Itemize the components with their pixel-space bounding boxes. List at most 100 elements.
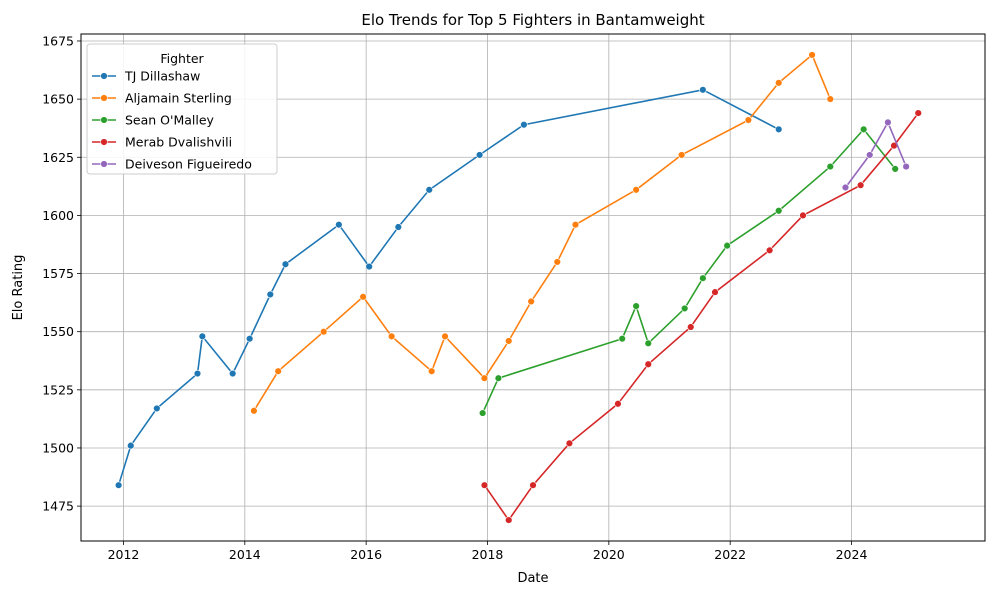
data-point xyxy=(571,221,580,229)
data-point xyxy=(723,241,731,250)
data-point xyxy=(808,51,816,59)
data-point xyxy=(891,165,899,173)
data-point xyxy=(799,211,807,220)
data-point xyxy=(365,262,373,271)
data-point xyxy=(425,186,433,194)
data-point xyxy=(266,290,274,299)
series-3 xyxy=(480,109,922,524)
y-tick-label: 1600 xyxy=(42,208,74,223)
y-tick-label: 1625 xyxy=(42,150,74,165)
data-point xyxy=(335,221,343,229)
data-point xyxy=(775,79,783,87)
data-point xyxy=(480,374,489,382)
data-point xyxy=(494,374,503,382)
y-tick-label: 1475 xyxy=(42,499,74,514)
data-point xyxy=(841,183,850,192)
data-point xyxy=(775,207,783,215)
plot-frame xyxy=(80,33,986,542)
grid-lines xyxy=(81,34,985,541)
y-tick-label: 1525 xyxy=(42,382,74,397)
y-axis-label: Elo Rating xyxy=(11,255,26,321)
series-line xyxy=(253,53,832,412)
legend-swatch-marker xyxy=(100,94,108,102)
series-line xyxy=(481,128,896,414)
data-point xyxy=(520,121,528,129)
data-point xyxy=(505,516,513,524)
data-point xyxy=(826,95,834,103)
data-point xyxy=(475,151,484,159)
data-point xyxy=(228,369,237,378)
x-tick-label: 2014 xyxy=(229,547,261,562)
data-point xyxy=(281,260,290,268)
data-point xyxy=(394,223,403,231)
data-point xyxy=(387,332,396,341)
data-point xyxy=(699,86,707,94)
data-point xyxy=(699,274,707,282)
y-tick-label: 1575 xyxy=(42,266,74,281)
x-tick-label: 2016 xyxy=(350,547,382,562)
y-tick-label: 1675 xyxy=(42,33,74,48)
data-point xyxy=(765,246,774,254)
x-tick-label: 2020 xyxy=(593,547,625,562)
data-point xyxy=(856,181,865,189)
data-point xyxy=(427,367,436,375)
data-point xyxy=(245,334,254,343)
data-point xyxy=(884,118,892,127)
x-axis-label: Date xyxy=(517,571,548,586)
legend-entry: Sean O'Malley xyxy=(125,113,215,128)
y-tick-label: 1650 xyxy=(42,92,74,107)
y-tick-label: 1500 xyxy=(42,440,74,455)
data-point xyxy=(711,288,719,296)
legend-box xyxy=(86,43,278,175)
data-point xyxy=(319,327,328,336)
data-point xyxy=(480,481,489,489)
x-tick-label: 2022 xyxy=(714,547,746,562)
axis-ticks: 2012 2014 2016 2018 2020 2022 2024 1475 1500 1525… xyxy=(42,33,867,562)
data-point xyxy=(914,109,922,117)
data-point xyxy=(680,304,689,313)
data-point xyxy=(687,323,695,331)
legend-entry: Aljamain Sterling xyxy=(125,91,232,106)
data-point xyxy=(565,439,574,448)
data-point xyxy=(866,151,874,159)
series-2 xyxy=(478,125,899,417)
data-point xyxy=(198,332,207,341)
data-point xyxy=(359,293,367,301)
x-tick-label: 2024 xyxy=(836,547,868,562)
data-point xyxy=(505,337,513,345)
data-point xyxy=(250,407,258,415)
series-4 xyxy=(841,118,910,192)
series-line xyxy=(844,120,907,188)
data-point xyxy=(127,441,135,450)
data-point xyxy=(677,151,686,159)
data-point xyxy=(274,367,282,375)
data-point xyxy=(644,360,652,368)
data-point xyxy=(527,297,535,306)
data-point xyxy=(193,369,202,378)
series-0 xyxy=(114,86,783,489)
y-tick-label: 1550 xyxy=(42,324,74,339)
legend-swatch-marker xyxy=(100,116,108,124)
x-tick-label: 2012 xyxy=(108,547,140,562)
data-point xyxy=(478,409,487,417)
data-point xyxy=(632,302,640,310)
data-point xyxy=(775,125,783,134)
data-point xyxy=(618,334,626,343)
series-layer xyxy=(114,51,922,524)
legend-entry: TJ Dillashaw xyxy=(124,69,200,84)
legend-entry: Deiveson Figueiredo xyxy=(125,157,252,172)
legend-swatch-marker xyxy=(100,138,108,146)
data-point xyxy=(553,258,561,266)
legend-swatch-marker xyxy=(100,72,108,80)
series-1 xyxy=(250,51,834,415)
legend: Fighter TJ Dillashaw Aljamain Sterling Sean… xyxy=(86,43,278,175)
data-point xyxy=(441,332,449,341)
chart-title: Elo Trends for Top 5 Fighters in Bantamw… xyxy=(361,11,704,29)
legend-swatch-marker xyxy=(100,160,108,168)
data-point xyxy=(902,162,910,171)
data-point xyxy=(529,481,537,489)
legend-entry: Merab Dvalishvili xyxy=(125,135,232,150)
data-point xyxy=(859,125,868,134)
data-point xyxy=(114,481,123,489)
